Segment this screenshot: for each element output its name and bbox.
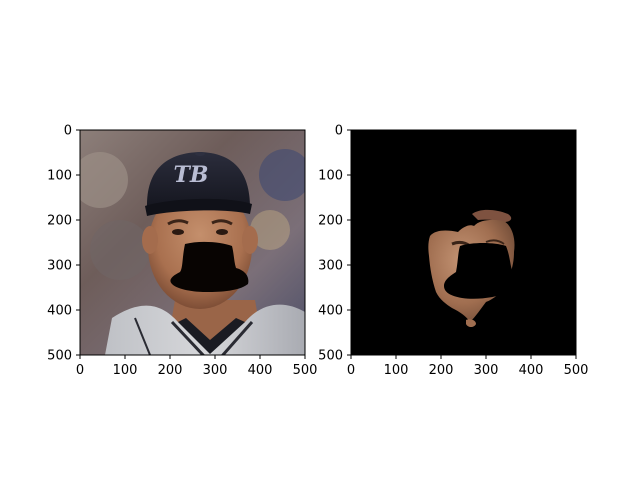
y-tick-label: 500 bbox=[47, 349, 72, 364]
y-tick-label: 0 bbox=[64, 124, 72, 139]
x-tick-label: 100 bbox=[113, 363, 138, 378]
x-tick-label: 200 bbox=[429, 363, 454, 378]
photo-image: TB bbox=[80, 130, 305, 355]
x-tick-label: 300 bbox=[203, 363, 228, 378]
x-tick-label: 0 bbox=[347, 363, 355, 378]
y-tick-label: 400 bbox=[47, 304, 72, 319]
segmentation-axes: 0 100 200 300 400 500 0 100 200 300 400 500 bbox=[318, 124, 588, 379]
cap-logo-text: TB bbox=[174, 162, 209, 188]
photo-panel: TB 0 100 200 300 400 500 0 100 200 300 400 500 bbox=[47, 124, 317, 379]
y-tick-label: 300 bbox=[47, 259, 72, 274]
y-tick-label: 0 bbox=[335, 124, 343, 139]
y-tick-label: 500 bbox=[318, 349, 343, 364]
segmentation-frame bbox=[350, 129, 577, 356]
x-tick-label: 100 bbox=[384, 363, 409, 378]
y-tick-label: 200 bbox=[318, 214, 343, 229]
y-tick-label: 200 bbox=[47, 214, 72, 229]
x-tick-label: 200 bbox=[158, 363, 183, 378]
x-tick-label: 300 bbox=[474, 363, 499, 378]
y-tick-label: 100 bbox=[318, 169, 343, 184]
x-tick-label: 400 bbox=[519, 363, 544, 378]
photo-axes: 0 100 200 300 400 500 0 100 200 300 400 500 bbox=[47, 124, 317, 379]
x-tick-label: 500 bbox=[564, 363, 589, 378]
y-tick-label: 100 bbox=[47, 169, 72, 184]
y-tick-label: 300 bbox=[318, 259, 343, 274]
segmentation-image bbox=[351, 130, 576, 355]
photo-frame bbox=[79, 129, 306, 356]
x-tick-label: 0 bbox=[76, 363, 84, 378]
segmentation-panel: 0 100 200 300 400 500 0 100 200 300 400 500 bbox=[318, 124, 588, 379]
y-tick-label: 400 bbox=[318, 304, 343, 319]
x-tick-label: 400 bbox=[248, 363, 273, 378]
x-tick-label: 500 bbox=[293, 363, 318, 378]
